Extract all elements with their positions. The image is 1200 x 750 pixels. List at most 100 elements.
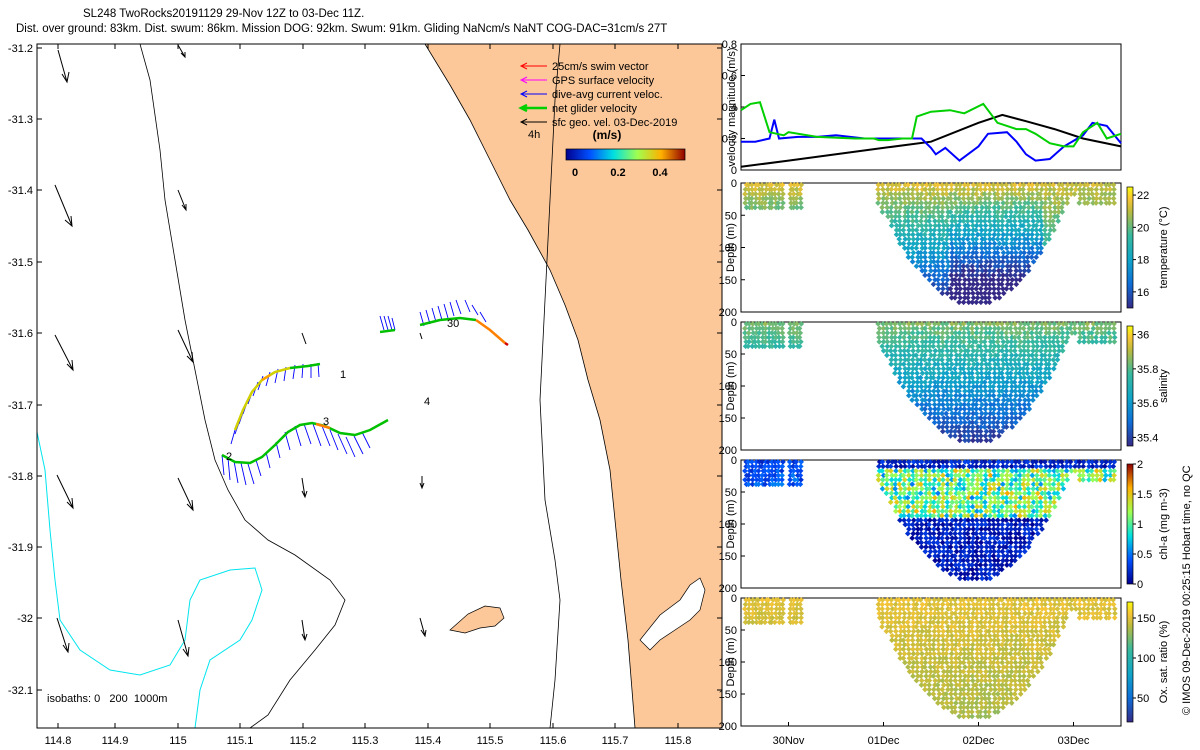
profile-sample [973,365,980,372]
profile-sample [889,606,896,612]
profile-sample [934,258,941,265]
profile-sample [883,472,890,479]
profile-sample [1008,481,1015,488]
profile-sample [952,646,959,653]
profile-sample [944,424,950,430]
profile-sample [953,544,959,550]
isobaths-label: isobaths: 0 200 1000m [47,693,167,705]
profile-sample [978,459,985,465]
profile-sample [961,231,968,238]
profile-sample [889,200,896,206]
profile-sample [966,258,973,265]
profile-sample [965,526,972,532]
profile-sample [944,379,950,386]
profile-sample [1003,517,1010,524]
profile-sample [906,521,912,528]
profile-sample [753,459,760,465]
profile-sample [1009,276,1016,283]
profile-sample [1012,388,1019,394]
profile-sample [901,352,908,359]
profile-sample [762,325,769,332]
profile-sample [748,200,755,206]
legend-label-swim: 25cm/s swim vector [552,61,649,73]
profile-sample [953,485,960,492]
profile-sample [978,682,984,688]
profile-sample [1012,686,1019,693]
profile-sample [940,557,947,564]
profile-sample [978,606,984,612]
profile-sample [945,374,951,381]
profile-sample [939,610,946,617]
profile-sample [927,503,934,510]
profile-sample [905,245,911,251]
profile-sample [956,334,963,341]
profile-sample [1060,186,1067,193]
profile-sample [896,619,902,626]
profile-sample [1106,610,1112,617]
profile-sample [992,677,998,684]
profile-sample [949,410,955,417]
profile-sample [953,401,960,408]
profile-sample [948,686,955,693]
profile-sample [1038,236,1045,242]
profile-sample [1090,321,1097,327]
profile-sample [1026,673,1033,679]
profile-sample [1102,191,1109,197]
profile-sample [982,677,989,684]
profile-sample [961,535,968,541]
profile-sample [949,218,955,224]
profile-sample [944,503,951,510]
profile-sample [1021,544,1027,550]
profile-sample [902,503,908,510]
profile-sample [940,343,947,350]
profile-sample [1111,325,1117,332]
profile-sample [909,397,915,403]
profile-sample [944,227,951,233]
profile-sample [919,334,926,341]
profile-sample [969,709,975,715]
profile-sample [978,530,984,537]
profile-sample [983,365,990,372]
profile-sample [918,682,925,688]
colorbar-tick-label: 0.5 [1137,549,1152,561]
profile-sample [913,397,920,403]
profile-sample [935,641,942,648]
profile-sample [914,521,920,528]
profile-sample [974,231,981,238]
profile-sample [991,472,998,479]
profile-sample [1017,521,1024,528]
profile-sample [919,330,926,336]
profile-sample [1013,281,1020,288]
profile-sample [1039,321,1045,327]
profile-sample [1008,321,1015,327]
profile-sample [1047,213,1054,220]
profile-sample [992,709,998,715]
profile-sample [762,338,769,345]
profile-sample [1008,249,1015,256]
profile-sample [1016,668,1023,675]
profile-sample [1008,659,1014,666]
profile-sample [769,463,776,470]
profile-sample [1058,195,1065,202]
profile-sample [1059,472,1066,479]
profile-sample [880,334,887,341]
profile-sample [996,281,1002,288]
profile-sample [948,664,955,670]
profile-sample [953,632,959,639]
profile-sample [1076,459,1083,465]
profile-sample [922,508,928,515]
profile-sample [992,195,998,202]
profile-sample [1111,186,1117,193]
profile-sample [936,659,942,666]
profile-sample [1013,267,1020,274]
profile-sample [1004,415,1011,421]
profile-sample [939,218,946,224]
profile-sample [923,383,929,390]
profile-sample [794,481,800,488]
profile-sample [983,361,990,368]
profile-sample [1000,379,1007,386]
profile-sample [970,410,977,417]
profile-sample [952,709,959,715]
profile-sample [888,601,894,608]
profile-sample [1016,677,1023,684]
